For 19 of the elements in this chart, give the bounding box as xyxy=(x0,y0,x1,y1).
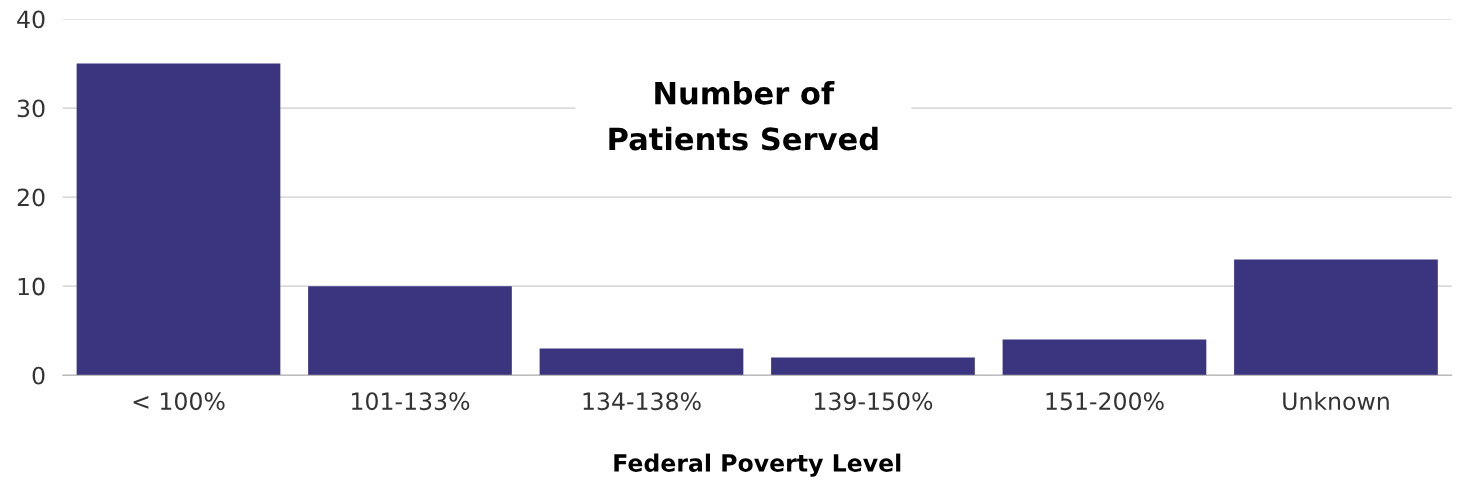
x-axis-title: Federal Poverty Level xyxy=(614,453,901,477)
y-tick-label: 20 xyxy=(17,188,45,207)
y-tick-label: 30 xyxy=(17,99,45,118)
bar xyxy=(771,357,975,376)
text: Number of Patients Served xyxy=(609,81,878,151)
y-tick-label: 40 xyxy=(17,10,45,29)
bar xyxy=(76,63,281,376)
bar xyxy=(1234,259,1438,376)
bar xyxy=(539,348,744,376)
x-tick-label: 101-133% xyxy=(352,392,470,411)
x-tick-label: 139-150% xyxy=(815,392,933,411)
bar xyxy=(1002,339,1207,376)
x-tick-label: Unknown xyxy=(1283,391,1389,411)
x-tick-label: 134-138% xyxy=(583,392,701,411)
x-tick-label: < 100% xyxy=(133,392,225,411)
y-tick-label: 10 xyxy=(18,277,45,296)
y-tick-label: 0 xyxy=(32,366,45,385)
x-tick-label: 151-200% xyxy=(1046,392,1164,411)
bar xyxy=(308,286,512,376)
